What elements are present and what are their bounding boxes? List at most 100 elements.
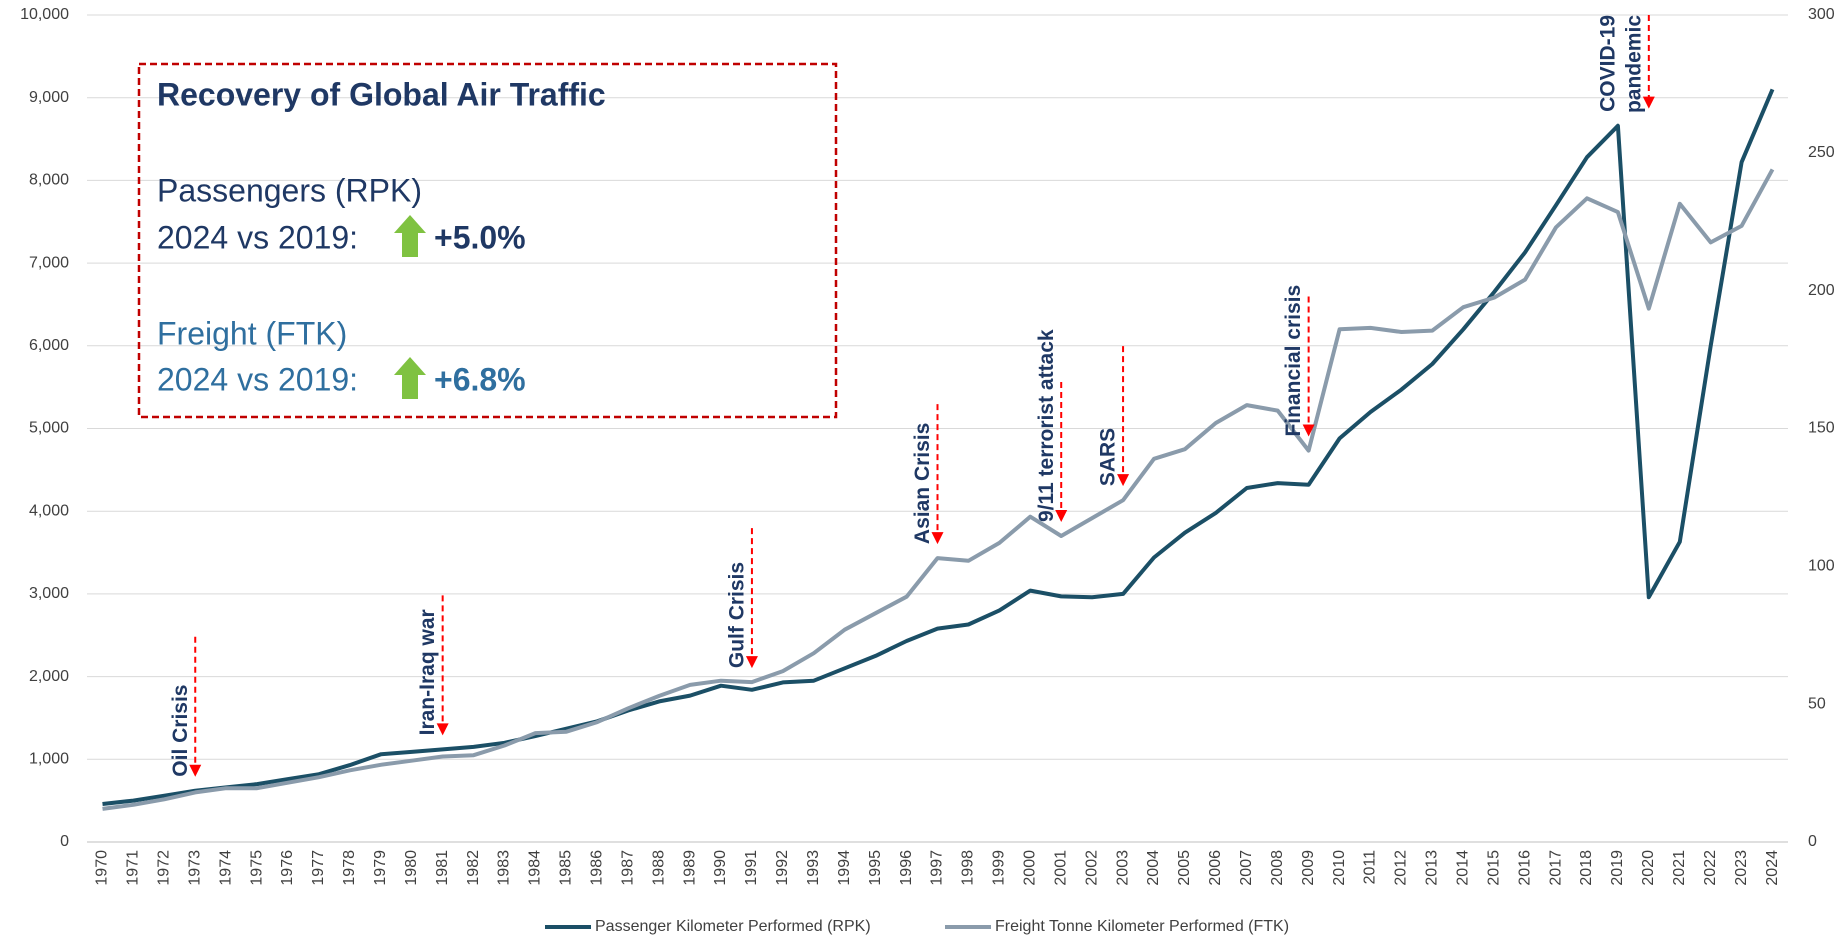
x-tick-label: 1984 [527, 850, 544, 886]
annotation-text: pandemic [1622, 15, 1645, 113]
x-tick-label: 2007 [1238, 850, 1255, 886]
x-tick-label: 2022 [1702, 850, 1719, 886]
y-tick-label: 1,000 [29, 751, 69, 768]
x-tick-label: 2008 [1269, 850, 1286, 886]
up-arrow [394, 357, 426, 399]
arrow-head [1642, 96, 1655, 109]
y-tick-label: 10,000 [20, 6, 69, 23]
x-tick-label: 2016 [1516, 850, 1533, 886]
x-tick-label: 1978 [341, 850, 358, 886]
x-tick-label: 1977 [310, 850, 327, 886]
annotation-text: Gulf Crisis [725, 562, 748, 668]
x-tick-label: 1996 [898, 850, 915, 886]
arrow-head [1117, 474, 1130, 487]
x-tick-label: 1985 [558, 850, 575, 886]
plot: 0 1,000 2,000 3,000 4,000 5,000 6,000 7,000 8,00… [20, 6, 1835, 935]
y-tick-label: 5,000 [29, 420, 69, 437]
x-tick-label: 1986 [589, 850, 606, 886]
x-tick-label: 2004 [1145, 850, 1162, 886]
x-tick-label: 2003 [1114, 850, 1131, 886]
x-tick-label: 2009 [1300, 850, 1317, 886]
x-tick-label: 2013 [1424, 850, 1441, 886]
x-tick-label: 1995 [867, 850, 884, 886]
legend-label: Passenger Kilometer Performed (RPK) [595, 918, 871, 935]
x-tick-label: 1992 [774, 850, 791, 886]
freight-compare: 2024 vs 2019: [157, 361, 358, 397]
x-tick-label: 1990 [712, 850, 729, 886]
x-tick-label: 1974 [217, 850, 234, 886]
y-tick-label: 9,000 [29, 89, 69, 106]
x-tick-label: 1970 [94, 850, 111, 886]
callout-title: Recovery of Global Air Traffic [157, 76, 606, 112]
x-tick-label: 1991 [743, 850, 760, 886]
annotation-text: COVID-19 [1596, 15, 1619, 112]
x-tick-label: 2006 [1207, 850, 1224, 886]
x-tick-label: 1980 [403, 850, 420, 886]
y2-tick-label: 250 [1808, 144, 1835, 161]
x-tick-label: 1981 [434, 850, 451, 886]
x-tick-label: 2001 [1052, 850, 1069, 886]
x-tick-label: 2002 [1083, 850, 1100, 886]
freight-label: Freight (FTK) [157, 315, 347, 351]
y-tick-label: 2,000 [29, 668, 69, 685]
y-tick-label: 4,000 [29, 502, 69, 519]
y-tick-label: 3,000 [29, 585, 69, 602]
x-tick-label: 1979 [372, 850, 389, 886]
y2-tick-label: 200 [1808, 282, 1835, 299]
callout-box [137, 62, 838, 419]
freight-change: +6.8% [434, 361, 526, 397]
x-tick-label: 2021 [1671, 850, 1688, 886]
x-tick-label: 1989 [681, 850, 698, 886]
y2-tick-label: 0 [1808, 833, 1817, 850]
y-tick-label: 8,000 [29, 172, 69, 189]
x-tick-label: 2011 [1362, 850, 1379, 885]
y-tick-label: 0 [60, 833, 69, 850]
x-tick-label: 1988 [650, 850, 667, 886]
passengers-label: Passengers (RPK) [157, 172, 422, 208]
x-tick-label: 1972 [156, 850, 173, 886]
y2-tick-label: 300 [1808, 6, 1835, 23]
x-tick-label: 1971 [125, 850, 142, 886]
x-tick-label: 2012 [1393, 850, 1410, 886]
x-tick-label: 1998 [960, 850, 977, 886]
x-tick-label: 2010 [1331, 850, 1348, 886]
annotation-text: Oil Crisis [169, 685, 192, 777]
annotation-text: Financial crisis [1282, 285, 1305, 437]
y-tick-label: 7,000 [29, 254, 69, 271]
arrow-head [436, 723, 449, 736]
arrow-head [1302, 424, 1315, 437]
x-tick-label: 2024 [1764, 850, 1781, 886]
x-tick-label: 2017 [1547, 850, 1564, 886]
arrow-head [1055, 510, 1068, 523]
x-tick-label: 1993 [805, 850, 822, 886]
annotation-text: Asian Crisis [911, 423, 934, 544]
x-tick-label: 2023 [1733, 850, 1750, 886]
annotation-text: 9/11 terrorist attack [1035, 329, 1058, 522]
x-tick-label: 2020 [1640, 850, 1657, 886]
x-tick-label: 2014 [1454, 850, 1471, 886]
x-tick-label: 2015 [1485, 850, 1502, 886]
x-tick-label: 1983 [496, 850, 513, 886]
x-tick-label: 1997 [929, 850, 946, 886]
y2-tick-label: 100 [1808, 558, 1835, 575]
y2-tick-label: 150 [1808, 420, 1835, 437]
series-line [102, 168, 1775, 811]
x-tick-label: 2000 [1022, 850, 1039, 886]
up-arrow [394, 215, 426, 257]
arrow-head [931, 532, 944, 545]
x-tick-label: 2019 [1609, 850, 1626, 886]
x-tick-label: 1982 [465, 850, 482, 886]
x-tick-label: 1994 [836, 850, 853, 886]
y-tick-label: 6,000 [29, 337, 69, 354]
x-tick-label: 1987 [619, 850, 636, 886]
y2-tick-label: 50 [1808, 695, 1826, 712]
arrow-head [745, 656, 758, 669]
x-tick-label: 2005 [1176, 850, 1193, 886]
arrow-head [189, 764, 202, 777]
annotation-text: Iran-Iraq war [416, 609, 439, 735]
x-tick-label: 1973 [186, 850, 203, 886]
legend-label: Freight Tonne Kilometer Performed (FTK) [995, 918, 1289, 935]
series-line [102, 88, 1775, 806]
annotation-text: SARS [1097, 428, 1120, 486]
